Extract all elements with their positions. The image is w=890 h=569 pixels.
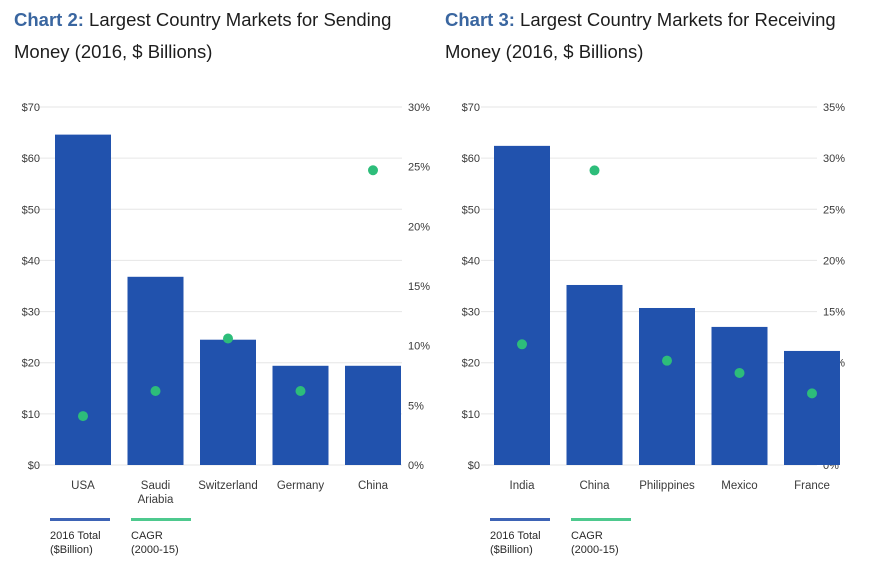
x-tick-label: France bbox=[794, 480, 830, 492]
y-tick-label-right: 10% bbox=[408, 341, 430, 353]
y-tick-label-right: 25% bbox=[408, 162, 430, 174]
legend-label-line2: ($Billion) bbox=[490, 544, 533, 556]
legend-label: 2016 Total ($Billion) bbox=[50, 529, 140, 557]
y-tick-label-left: $40 bbox=[22, 255, 40, 267]
legend-label-line1: CAGR bbox=[131, 530, 163, 542]
x-tick-label: Switzerland bbox=[198, 480, 257, 492]
chart-3-panel: Chart 3: Largest Country Markets for Rec… bbox=[445, 0, 890, 569]
legend-label-line2: ($Billion) bbox=[50, 544, 93, 556]
x-tick-label: Germany bbox=[277, 480, 325, 492]
x-tick-label: Philippines bbox=[639, 480, 695, 492]
chart-2-title: Chart 2: Largest Country Markets for Sen… bbox=[14, 4, 444, 68]
y-tick-label-left: $30 bbox=[462, 307, 480, 319]
cagr-point bbox=[223, 333, 233, 344]
y-tick-label-right: 5% bbox=[408, 400, 424, 412]
bar bbox=[345, 365, 401, 465]
x-tick-label: China bbox=[358, 480, 389, 492]
cagr-point bbox=[589, 165, 600, 176]
chart-2-title-lead: Chart 2: bbox=[14, 9, 84, 30]
y-tick-label-right: 0% bbox=[408, 460, 424, 472]
legend-label: CAGR (2000-15) bbox=[571, 529, 661, 557]
y-tick-label-right: 30% bbox=[823, 153, 845, 165]
chart-2-panel: Chart 2: Largest Country Markets for Sen… bbox=[14, 4, 444, 557]
bar bbox=[566, 284, 623, 465]
chart-2-legend-total: 2016 Total ($Billion) bbox=[50, 518, 140, 557]
legend-label-line1: CAGR bbox=[571, 530, 603, 542]
y-tick-label-left: $10 bbox=[22, 409, 40, 421]
cagr-point bbox=[150, 386, 161, 397]
legend-label: 2016 Total ($Billion) bbox=[490, 529, 580, 557]
legend-swatch-dot bbox=[131, 518, 191, 521]
legend-label-line2: (2000-15) bbox=[131, 544, 179, 556]
y-tick-label-left: $0 bbox=[28, 460, 40, 472]
y-tick-label-left: $70 bbox=[22, 102, 40, 114]
bar bbox=[55, 134, 111, 466]
bar bbox=[494, 145, 550, 465]
cagr-point bbox=[295, 386, 306, 397]
y-tick-label-left: $20 bbox=[462, 358, 480, 370]
bar bbox=[639, 307, 695, 465]
chart-2-legend-cagr: CAGR (2000-15) bbox=[131, 518, 221, 557]
cagr-point bbox=[734, 367, 745, 378]
y-tick-label-left: $70 bbox=[462, 102, 480, 114]
bar bbox=[127, 276, 184, 465]
x-tick-label: India bbox=[510, 480, 536, 492]
chart-3-title: Chart 3: Largest Country Markets for Rec… bbox=[445, 4, 875, 68]
y-tick-label-right: 25% bbox=[823, 204, 845, 216]
y-tick-label-left: $60 bbox=[462, 153, 480, 165]
bar bbox=[711, 326, 768, 465]
y-tick-label-left: $30 bbox=[22, 307, 40, 319]
x-tick-label: USA bbox=[71, 480, 95, 492]
cagr-point bbox=[368, 165, 378, 176]
x-tick-label: China bbox=[579, 480, 610, 492]
legend-swatch-bar bbox=[490, 518, 550, 521]
legend-swatch-dot bbox=[571, 518, 631, 521]
y-tick-label-right: 20% bbox=[823, 255, 845, 267]
y-tick-label-right: 20% bbox=[408, 221, 430, 233]
y-tick-label-right: 30% bbox=[408, 102, 430, 114]
cagr-point bbox=[807, 388, 817, 399]
y-tick-label-left: $20 bbox=[22, 358, 40, 370]
chart-3-plot: $0$10$20$30$40$50$60$700%5%10%15%20%25%3… bbox=[462, 102, 846, 492]
legend-swatch-bar bbox=[50, 518, 110, 521]
y-tick-label-right: 15% bbox=[408, 281, 430, 293]
chart-3-title-lead: Chart 3: bbox=[445, 9, 515, 30]
x-tick-label: Mexico bbox=[721, 480, 757, 492]
x-tick-label: Saudi Ariabia bbox=[138, 480, 174, 506]
cagr-point bbox=[78, 411, 88, 422]
y-tick-label-left: $40 bbox=[462, 255, 480, 267]
bar bbox=[784, 350, 840, 465]
y-tick-label-left: $60 bbox=[22, 153, 40, 165]
y-tick-label-left: $0 bbox=[468, 460, 480, 472]
y-tick-label-left: $50 bbox=[462, 204, 480, 216]
legend-label: CAGR (2000-15) bbox=[131, 529, 221, 557]
legend-label-line1: 2016 Total bbox=[490, 530, 541, 542]
y-tick-label-left: $10 bbox=[462, 409, 480, 421]
legend-label-line1: 2016 Total bbox=[50, 530, 101, 542]
chart-2-title-text: Largest Country Markets for Sending Mone… bbox=[14, 9, 392, 62]
legend-label-line2: (2000-15) bbox=[571, 544, 619, 556]
y-tick-label-right: 15% bbox=[823, 307, 845, 319]
cagr-point bbox=[517, 339, 527, 350]
y-tick-label-left: $50 bbox=[22, 204, 40, 216]
chart-2-plot: $0 $10 $20 $30 $40 $50 $60 $70 0% 5% 10% 15% 20% 25% 3… bbox=[22, 102, 431, 506]
cagr-point bbox=[662, 355, 672, 366]
chart-3-title-text: Largest Country Markets for Receiving Mo… bbox=[445, 9, 836, 62]
y-tick-label-right: 35% bbox=[823, 102, 845, 114]
chart-3-legend-cagr: CAGR (2000-15) bbox=[571, 518, 661, 557]
bar bbox=[272, 365, 329, 465]
bar bbox=[200, 339, 256, 465]
chart-3-legend-total: 2016 Total ($Billion) bbox=[490, 518, 580, 557]
